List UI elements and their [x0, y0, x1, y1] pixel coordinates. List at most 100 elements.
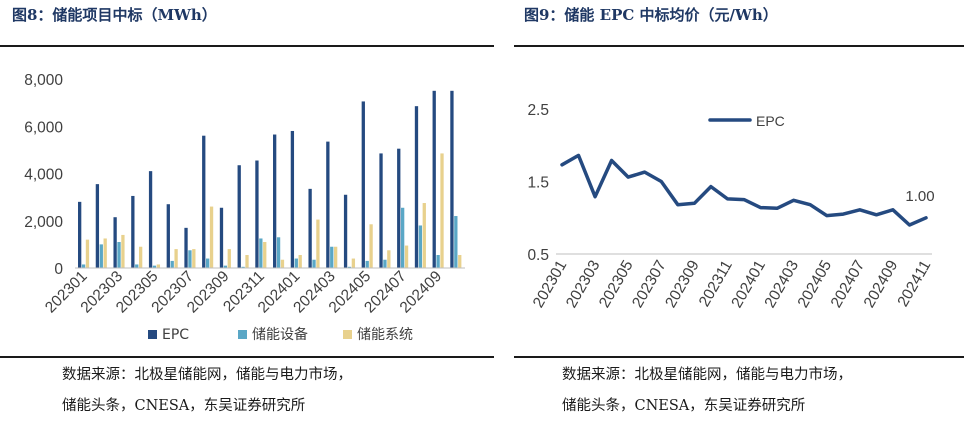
bar-3 [263, 242, 267, 268]
bar-2 [347, 266, 352, 268]
last-point-data-label: 1.00 [905, 188, 934, 205]
bar-2 [188, 250, 192, 268]
figure-8-source: 数据来源：北极星储能网，储能与电力市场， 储能头条，CNESA，东吴证券研究所 [62, 360, 482, 422]
figure-9-panel: 图9：储能 EPC 中标均价（元/Wh） 0.5 1.5 2.5 1.00 202301… [514, 0, 964, 423]
bar-3 [227, 249, 231, 268]
bar-3 [280, 259, 285, 268]
bar-3 [387, 250, 391, 268]
bar-3 [192, 249, 196, 268]
bar-1 [432, 90, 436, 268]
bar-1 [361, 101, 365, 268]
bar-2 [170, 260, 174, 268]
bar-1 [184, 227, 188, 268]
bar-1 [343, 194, 348, 268]
bar-2 [418, 225, 423, 268]
bar-1 [308, 188, 312, 268]
bar-1 [273, 134, 277, 268]
y-tick-label: 0 [54, 261, 63, 278]
figure-9-source: 数据来源：北极星储能网，储能与电力市场， 储能头条，CNESA，东吴证券研究所 [562, 360, 962, 422]
figure-8-title: 图8：储能项目中标（MWh） [12, 6, 217, 24]
y-tick-label: 8,000 [24, 72, 63, 89]
bar-1 [113, 217, 117, 268]
epc-price-line [560, 153, 928, 227]
bar-2 [454, 216, 458, 268]
figure-8-top-rule [0, 45, 494, 47]
bar-3 [334, 246, 338, 268]
bar-1 [219, 207, 224, 268]
legend-label: EPC [756, 113, 785, 129]
y-tick-label: 2,000 [24, 214, 63, 231]
y-tick-label: 0.5 [527, 247, 549, 264]
bar-1 [166, 204, 170, 268]
bar-1 [78, 201, 82, 268]
bar-1 [326, 141, 330, 268]
figure-8-bottom-rule [0, 356, 494, 358]
bar-3 [85, 239, 90, 268]
bar-2 [81, 264, 86, 268]
legend-label-3: 储能系统 [357, 327, 413, 343]
bar-3 [440, 153, 444, 268]
bar-1 [95, 184, 100, 268]
bar-2 [206, 258, 210, 268]
bar-3 [351, 258, 356, 268]
bar-2 [276, 237, 281, 268]
figure-9-source-line-2: 储能头条，CNESA，东吴证券研究所 [562, 398, 806, 414]
figure-9-title: 图9：储能 EPC 中标均价（元/Wh） [524, 6, 778, 24]
bar-2 [241, 266, 245, 268]
bar-2 [135, 264, 139, 268]
energy-storage-bid-bar-chart: 02,0004,0006,0008,0002023012023032023052… [24, 72, 465, 343]
bar-1 [290, 130, 295, 268]
bar-3 [298, 255, 302, 268]
bar-3 [245, 255, 249, 268]
bar-3 [139, 246, 143, 268]
bar-3 [121, 234, 125, 268]
bar-1 [450, 90, 454, 268]
bar-2 [383, 259, 387, 268]
bar-2 [436, 255, 440, 268]
bar-2 [152, 265, 157, 268]
bar-2 [312, 259, 316, 268]
bar-3 [174, 249, 178, 268]
y-tick-label: 1.5 [527, 175, 549, 192]
bar-3 [316, 219, 320, 268]
bar-3 [369, 224, 373, 268]
bar-2 [330, 246, 334, 268]
legend-swatch-2 [238, 330, 247, 339]
legend-label-2: 储能设备 [252, 326, 308, 343]
epc-average-price-line-chart: 0.51.52.51.00202301202303202305202307202… [527, 102, 934, 311]
bar-3 [404, 245, 409, 268]
bar-1 [131, 195, 135, 268]
figure-9-source-line-1: 数据来源：北极星储能网，储能与电力市场， [562, 367, 852, 383]
x-tick-label: 202411 [894, 258, 934, 310]
y-tick-label: 4,000 [24, 167, 63, 184]
bar-1 [379, 153, 383, 268]
bar-3 [103, 238, 107, 268]
bar-3 [156, 264, 161, 268]
bar-2 [401, 207, 405, 268]
bar-2 [259, 238, 263, 268]
legend-swatch-1 [148, 330, 157, 339]
bar-2 [223, 265, 228, 268]
figure-9-bottom-rule [514, 356, 964, 358]
y-tick-label: 6,000 [24, 119, 63, 136]
bar-3 [422, 203, 426, 268]
bar-3 [209, 206, 214, 268]
bar-3 [458, 255, 462, 268]
figure-9-top-rule [514, 45, 964, 47]
bar-1 [148, 171, 153, 268]
legend-swatch-3 [343, 330, 352, 339]
bar-1 [237, 165, 241, 268]
bar-1 [255, 160, 259, 268]
bar-1 [414, 106, 419, 268]
figure-8-source-line-1: 数据来源：北极星储能网，储能与电力市场， [62, 367, 352, 383]
bar-2 [294, 258, 298, 268]
legend-label-1: EPC [162, 327, 189, 343]
bar-2 [117, 242, 121, 268]
figure-8-source-line-2: 储能头条，CNESA，东吴证券研究所 [62, 398, 306, 414]
y-tick-label: 2.5 [527, 102, 549, 119]
bar-1 [202, 135, 206, 268]
bar-1 [397, 148, 401, 268]
bar-2 [99, 244, 103, 269]
bar-2 [365, 260, 369, 268]
figure-8-panel: 图8：储能项目中标（MWh） 0 2,000 4,000 6,000 8,000 2023… [0, 6, 494, 422]
